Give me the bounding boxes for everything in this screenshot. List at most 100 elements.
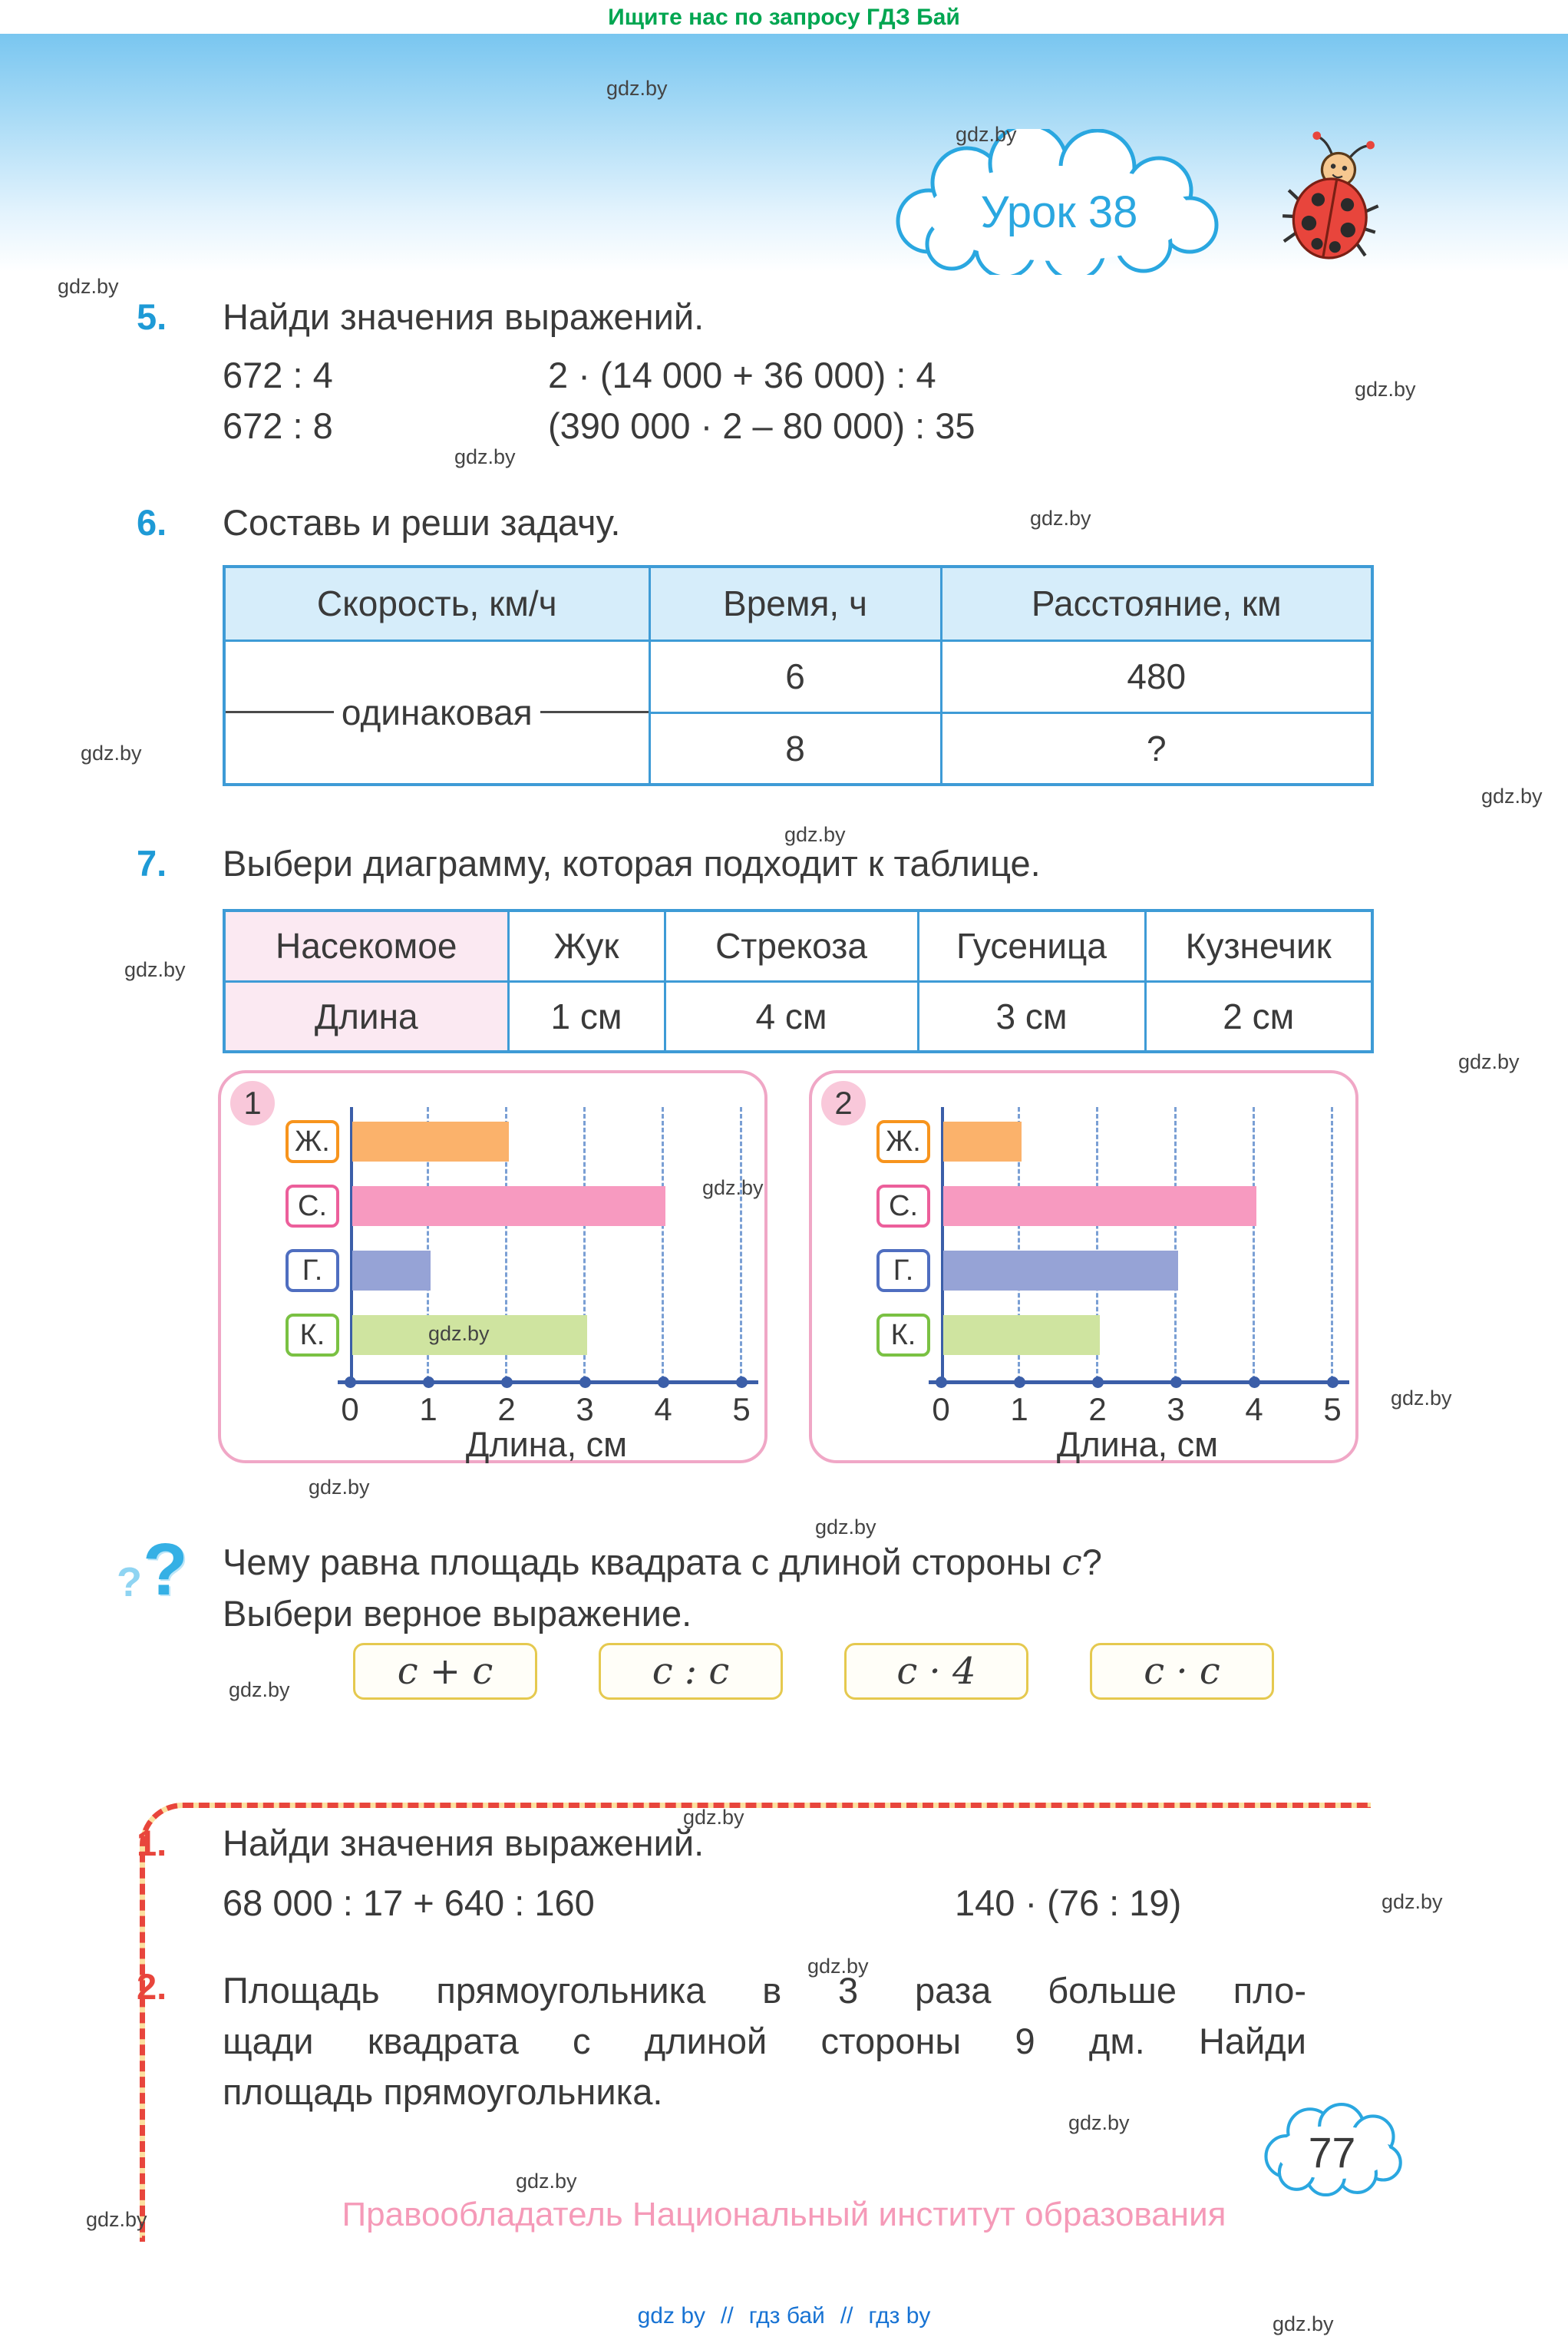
table-cell: 8 bbox=[648, 711, 942, 786]
axis-tick-label: 2 bbox=[1088, 1391, 1107, 1427]
task-7-number: 7. bbox=[137, 843, 167, 884]
category-label: Г. bbox=[286, 1249, 339, 1292]
option-c-times-4[interactable]: c · 4 bbox=[844, 1643, 1028, 1700]
homework-1-number: 1. bbox=[137, 1823, 167, 1863]
watermark: gdz.by bbox=[1481, 785, 1543, 808]
task-5-expressions: 672 : 4 2 · (14 000 + 36 000) : 4 672 : 8… bbox=[223, 350, 975, 451]
table-cell: 6 bbox=[648, 639, 942, 714]
bar bbox=[352, 1186, 665, 1226]
watermark: gdz.by bbox=[86, 2208, 147, 2231]
expression: 68 000 : 17 + 640 : 160 bbox=[223, 1882, 595, 1923]
watermark: gdz.by bbox=[1030, 507, 1091, 530]
axis-tick-label: 1 bbox=[419, 1391, 437, 1427]
table-header: Кузнечик bbox=[1144, 909, 1374, 983]
axis-tick-label: 5 bbox=[732, 1391, 751, 1427]
axis-tick-dot bbox=[1170, 1377, 1182, 1388]
homework-section: 1. Найди значения выражений. 68 000 : 17… bbox=[137, 1821, 1306, 2117]
bar bbox=[943, 1251, 1178, 1291]
table-cell: 4 см bbox=[663, 980, 919, 1053]
lesson-badge-text: Урок 38 bbox=[981, 187, 1138, 237]
category-label: С. bbox=[286, 1185, 339, 1228]
bar bbox=[943, 1122, 1022, 1162]
expression: 140 · (76 : 19) bbox=[955, 1882, 1182, 1923]
y-axis-line bbox=[350, 1107, 353, 1383]
category-label: С. bbox=[876, 1185, 930, 1228]
axis-tick-dot bbox=[936, 1377, 947, 1388]
x-axis-label: Длина, см bbox=[465, 1425, 628, 1464]
bar bbox=[943, 1315, 1100, 1355]
axis-tick-label: 0 bbox=[932, 1391, 950, 1427]
lesson-badge-cloud: Урок 38 bbox=[860, 123, 1259, 282]
variable-c: c bbox=[1061, 1542, 1082, 1584]
link-separator: // bbox=[721, 2303, 734, 2328]
watermark: gdz.by bbox=[956, 123, 1017, 146]
watermark: gdz.by bbox=[81, 742, 142, 765]
axis-tick-label: 3 bbox=[1167, 1391, 1185, 1427]
chart-row: Г. bbox=[812, 1239, 1355, 1304]
category-label: К. bbox=[286, 1314, 339, 1357]
diagram-2[interactable]: 2 Ж. С. Г. К. Длина, см 0 1 2 3 4 5 bbox=[809, 1070, 1358, 1464]
task-7-title: Выбери диаграмму, которая подходит к таб… bbox=[223, 843, 1041, 884]
watermark: gdz.by bbox=[683, 1806, 744, 1829]
task-6: 6. Составь и реши задачу. Скорость, км/ч… bbox=[137, 501, 1374, 786]
top-banner: Ищите нас по запросу ГДЗ Бай bbox=[608, 5, 960, 30]
copyright-footer: Правообладатель Национальный институт об… bbox=[342, 2196, 1226, 2233]
option-c-times-c[interactable]: c · c bbox=[1090, 1643, 1274, 1700]
watermark: gdz.by bbox=[428, 1322, 490, 1345]
table-row: Длина 1 см 4 см 3 см 2 см bbox=[223, 980, 1374, 1053]
homework-2-text: Площадь прямоугольника в 3 раза больше п… bbox=[223, 1970, 1306, 2112]
axis-tick-dot bbox=[1327, 1377, 1339, 1388]
homework-2-number: 2. bbox=[137, 1966, 167, 2007]
link-gdz-by[interactable]: gdz by bbox=[637, 2303, 706, 2328]
category-label: Г. bbox=[876, 1249, 930, 1292]
option-c-div-c[interactable]: c : c bbox=[599, 1643, 783, 1700]
watermark: gdz.by bbox=[229, 1678, 290, 1701]
y-axis-line bbox=[941, 1107, 944, 1383]
bar bbox=[352, 1315, 587, 1355]
link-gdz-bai[interactable]: гдз бай bbox=[748, 2303, 825, 2328]
bottom-links: gdz by // гдз бай // гдз by bbox=[0, 2303, 1568, 2329]
gridline bbox=[1018, 1107, 1020, 1380]
link-gdz-by-2[interactable]: гдз by bbox=[868, 2303, 931, 2328]
axis-tick-label: 2 bbox=[497, 1391, 516, 1427]
watermark: gdz.by bbox=[807, 1955, 869, 1978]
gridline bbox=[1253, 1107, 1255, 1380]
task-6-title: Составь и реши задачу. bbox=[223, 502, 621, 543]
column-header: Скорость, км/ч bbox=[223, 565, 651, 642]
task-7: 7. Выбери диаграмму, которая подходит к … bbox=[137, 841, 1374, 1053]
task-5-title: Найди значения выражений. bbox=[223, 296, 705, 337]
column-header: Время, ч bbox=[648, 565, 942, 642]
bar bbox=[943, 1186, 1256, 1226]
axis-tick-label: 5 bbox=[1323, 1391, 1342, 1427]
gridline bbox=[427, 1107, 429, 1380]
speed-cell: одинаковая bbox=[223, 639, 651, 786]
x-axis-label: Длина, см bbox=[1056, 1425, 1219, 1464]
watermark: gdz.by bbox=[784, 823, 846, 846]
option-c-plus-c[interactable]: c + c bbox=[353, 1643, 537, 1700]
watermark: gdz.by bbox=[1355, 378, 1416, 401]
diagram-1[interactable]: 1 Ж. С. Г. К. Длина, см 0 1 2 3 4 5 bbox=[218, 1070, 767, 1464]
watermark: gdz.by bbox=[516, 2170, 577, 2193]
watermark: gdz.by bbox=[1391, 1386, 1452, 1410]
axis-tick-label: 0 bbox=[341, 1391, 359, 1427]
watermark: gdz.by bbox=[702, 1176, 764, 1199]
homework-dashed-border bbox=[140, 1803, 1371, 2242]
table-row: 8 ? bbox=[224, 711, 1374, 786]
axis-tick-label: 1 bbox=[1010, 1391, 1028, 1427]
table-row: одинаковая 6 480 bbox=[223, 639, 1374, 786]
chart-rows: Ж. С. Г. К. bbox=[812, 1110, 1355, 1368]
page-number: 77 bbox=[1309, 2129, 1356, 2176]
table-header: Насекомое bbox=[223, 909, 510, 983]
diagram-number-badge: 1 bbox=[230, 1081, 275, 1125]
table-cell: Длина bbox=[223, 980, 510, 1053]
table-cell: 480 bbox=[939, 639, 1374, 714]
link-separator: // bbox=[840, 2303, 853, 2328]
axis-tick-label: 4 bbox=[654, 1391, 672, 1427]
table-cell: 2 см bbox=[1144, 980, 1374, 1053]
table-cell: ? bbox=[939, 711, 1374, 786]
watermark: gdz.by bbox=[606, 77, 668, 100]
axis-tick-label: 3 bbox=[576, 1391, 594, 1427]
chart-row: С. bbox=[221, 1175, 764, 1239]
answer-options: c + c c : c c · 4 c · c bbox=[353, 1643, 1274, 1700]
